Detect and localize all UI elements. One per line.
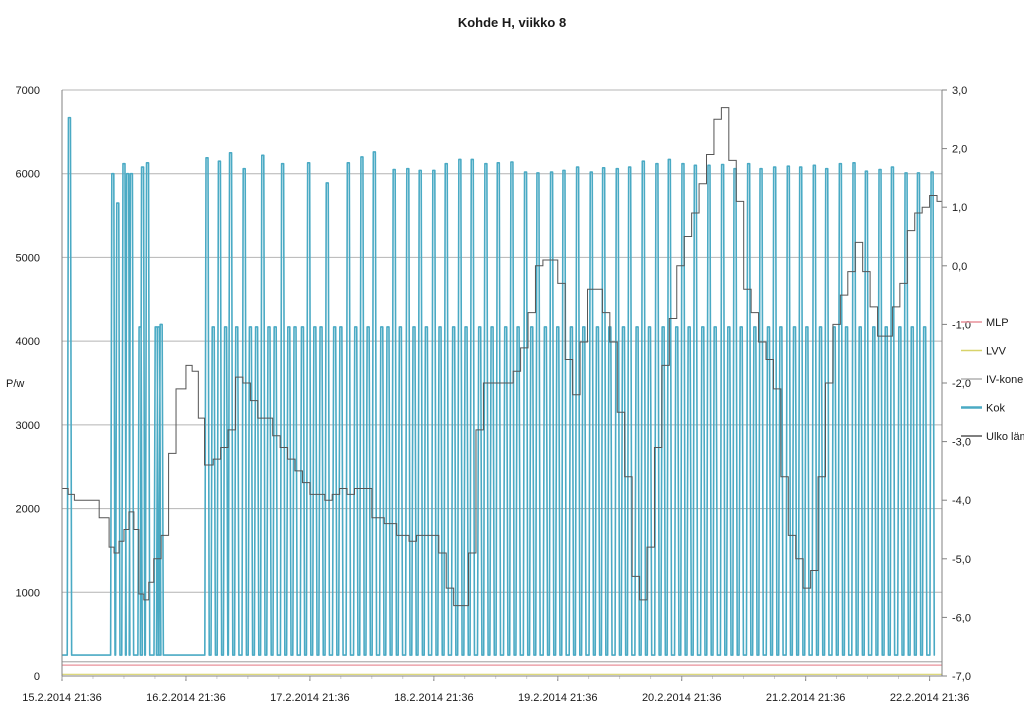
y2-tick-label: -3,0 (952, 437, 971, 449)
y-tick-label: 3000 (16, 420, 40, 432)
x-tick-label: 20.2.2014 21:36 (642, 692, 722, 704)
x-tick-label: 16.2.2014 21:36 (146, 692, 226, 704)
legend-label: Kok (986, 403, 1005, 415)
y2-tick-label: -4,0 (952, 495, 971, 507)
y-tick-label: 1000 (16, 587, 40, 599)
y-tick-label: 2000 (16, 504, 40, 516)
y-tick-label: 5000 (16, 252, 40, 264)
legend: MLP LVV IV-kone Kok Ulko läm (961, 317, 1024, 443)
y2-tick-label: -1,0 (952, 319, 971, 331)
x-tick-label: 15.2.2014 21:36 (22, 692, 102, 704)
legend-label: LVV (986, 346, 1007, 358)
axes: 0 1000 2000 3000 4000 5000 6000 7000 -7,0 -6,0 -5,… (16, 85, 971, 704)
x-tick-label: 19.2.2014 21:36 (518, 692, 598, 704)
y2-tick-label: 0,0 (952, 261, 967, 273)
series-line-ulko-lam (62, 107, 943, 607)
chart-title: Kohde H, viikko 8 (458, 15, 566, 30)
x-tick-label: 21.2.2014 21:36 (766, 692, 846, 704)
legend-label: IV-kone (986, 374, 1023, 386)
y-tick-label: 7000 (16, 85, 40, 97)
y2-tick-label: -7,0 (952, 671, 971, 683)
legend-label: MLP (986, 317, 1009, 329)
y-tick-label: 4000 (16, 336, 40, 348)
y2-tick-label: -2,0 (952, 378, 971, 390)
y2-tick-label: 1,0 (952, 202, 967, 214)
y-axis-title: P/w (6, 378, 24, 390)
x-tick-label: 18.2.2014 21:36 (394, 692, 474, 704)
legend-label: Ulko läm (986, 431, 1024, 443)
series-line-kok (62, 116, 936, 656)
y2-tick-label: 3,0 (952, 85, 967, 97)
x-tick-label: 17.2.2014 21:36 (270, 692, 350, 704)
x-tick-label: 22.2.2014 21:36 (890, 692, 970, 704)
plot-area (62, 107, 943, 675)
y2-tick-label: 2,0 (952, 144, 967, 156)
y-tick-label: 6000 (16, 169, 40, 181)
y2-tick-label: -6,0 (952, 612, 971, 624)
y-tick-label: 0 (34, 671, 40, 683)
y2-tick-label: -5,0 (952, 554, 971, 566)
